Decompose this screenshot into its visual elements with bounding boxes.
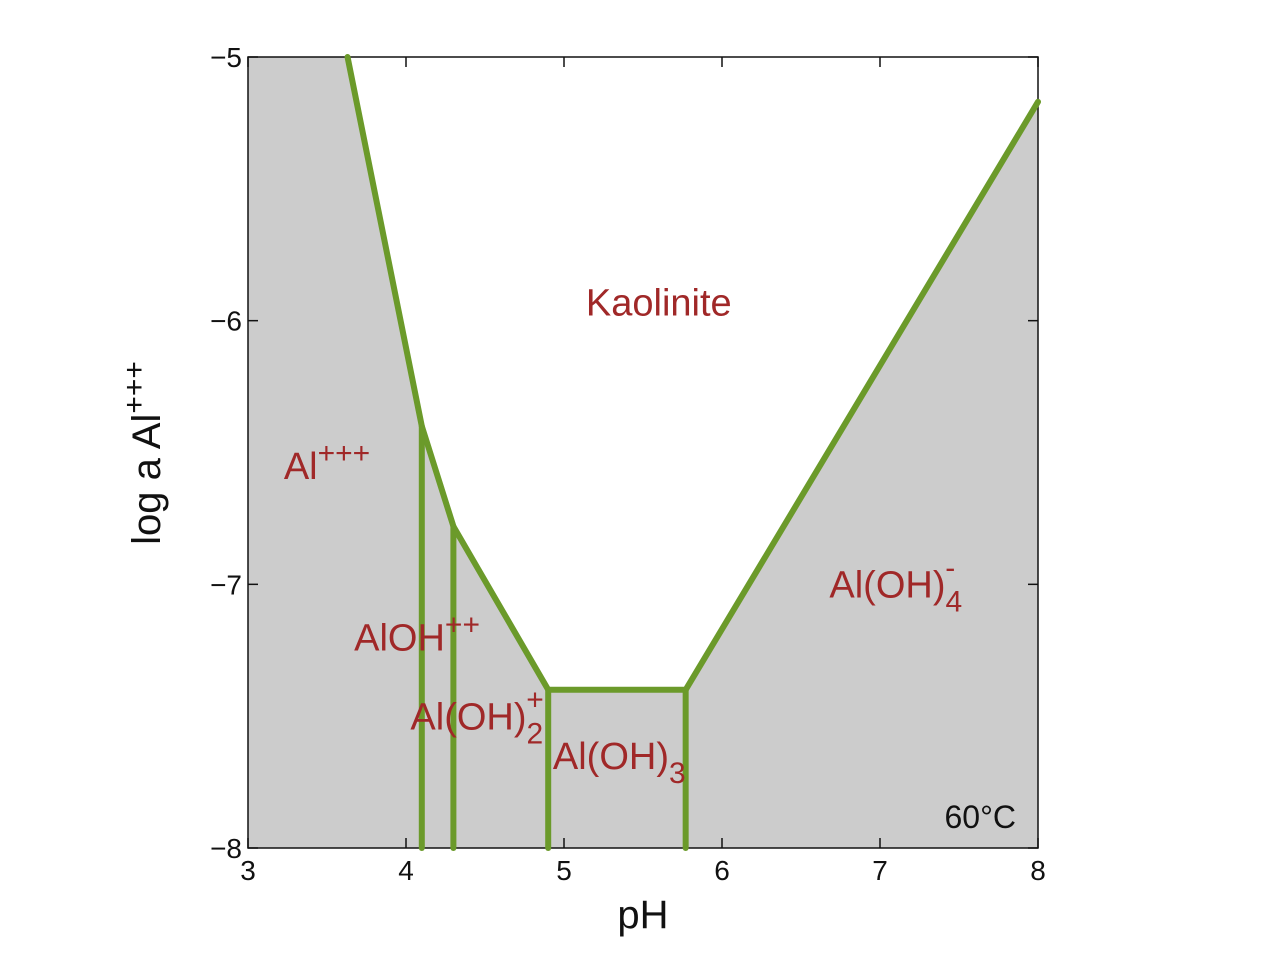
y-tick-label: −5 (210, 42, 242, 73)
x-tick-label: 7 (872, 855, 888, 886)
region-label-superscript: +++ (318, 437, 371, 470)
region-label-base: Al(OH) (829, 565, 945, 607)
region-label: Al(OH)3 (553, 736, 686, 790)
region-label-base: AlOH (354, 617, 445, 659)
region-label-subscript: 2 (527, 717, 544, 750)
y-axis-title: log a Al+++ (118, 361, 169, 545)
region-label-base: Al(OH) (410, 696, 526, 738)
boundary-line (344, 54, 1041, 693)
region-label-base: Al (284, 446, 318, 488)
region-label-subscript: 4 (946, 586, 963, 619)
temperature-annotation: 60°C (945, 799, 1017, 835)
region-label-superscript: ++ (445, 608, 480, 641)
region-label: AlOH++ (354, 608, 480, 659)
region-label-superscript: - (945, 552, 955, 585)
region-label-superscript: + (526, 683, 544, 716)
x-tick-label: 4 (398, 855, 414, 886)
x-tick-label: 3 (240, 855, 256, 886)
x-tick-label: 6 (714, 855, 730, 886)
y-tick-label: −8 (210, 833, 242, 864)
region-label: Kaolinite (586, 282, 732, 324)
region-label-base: Al(OH) (553, 736, 669, 778)
region-label: Al+++ (284, 437, 370, 488)
y-axis-title-superscript: +++ (118, 361, 151, 414)
x-tick-label: 8 (1030, 855, 1046, 886)
x-tick-label: 5 (556, 855, 572, 886)
region-label-base: Kaolinite (586, 282, 732, 324)
y-axis-title-base: log a Al (125, 414, 169, 545)
region-label: Al(OH)4- (829, 552, 962, 619)
kaolinite-field (347, 57, 1038, 690)
plot-frame (247, 56, 1039, 849)
region-label: Al(OH)2+ (410, 683, 543, 750)
region-label-subscript: 3 (669, 757, 686, 790)
y-tick-label: −7 (210, 569, 242, 600)
y-tick-label: −6 (210, 306, 242, 337)
x-axis-title: pH (617, 893, 668, 937)
